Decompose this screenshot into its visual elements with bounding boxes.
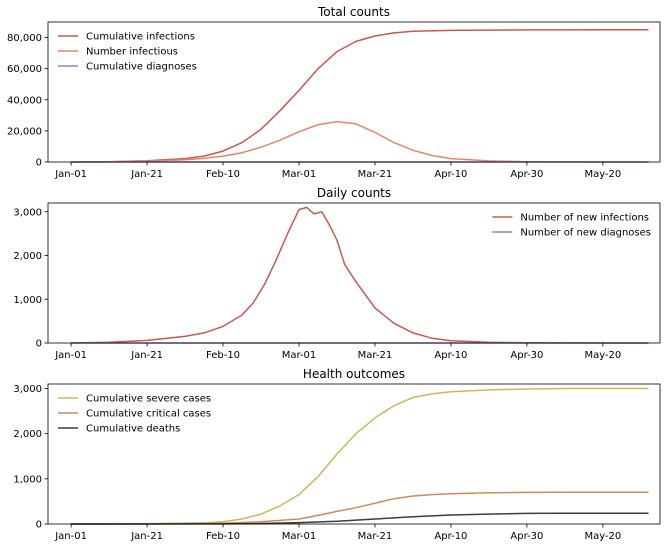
chart-title: Health outcomes (303, 367, 405, 381)
y-tick-label: 1,000 (13, 295, 42, 306)
x-tick-label: Feb-10 (206, 531, 240, 542)
y-tick-label: 1,000 (13, 474, 42, 485)
x-tick-label: Apr-30 (510, 169, 543, 180)
x-tick-label: Jan-21 (130, 169, 163, 180)
y-tick-label: 80,000 (7, 33, 42, 44)
legend-label: Cumulative infections (86, 32, 195, 43)
legend: Cumulative severe cases Cumulative critic… (58, 394, 211, 435)
plot-frame (47, 202, 661, 344)
series-line-cumulative-critical-cases (71, 491, 649, 525)
y-tick-label: 40,000 (7, 95, 42, 106)
x-tick-label: Mar-21 (358, 531, 393, 542)
x-tick-label: Apr-30 (510, 531, 543, 542)
x-tick-label: Feb-10 (206, 169, 240, 180)
y-tick-label: 0 (36, 158, 42, 169)
y-tick-label: 60,000 (7, 64, 42, 75)
y-tick-label: 0 (36, 339, 42, 350)
x-tick-label: May-20 (584, 350, 621, 361)
legend: Number of new infections Number of new di… (492, 213, 651, 239)
y-tick-label: 2,000 (13, 429, 42, 440)
x-tick-label: Feb-10 (206, 350, 240, 361)
x-tick-label: Apr-10 (434, 350, 467, 361)
chart-panel-3: Health outcomes Jan-01 Jan-21 Feb-10 Mar-01 M… (13, 367, 661, 542)
y-tick-label: 3,000 (13, 207, 42, 218)
x-tick-label: Jan-01 (54, 531, 87, 542)
legend-label: Cumulative deaths (86, 424, 180, 435)
legend-label: Number of new infections (520, 213, 649, 224)
chart-panel-1: Total counts Jan-01 Jan-21 Feb-10 Mar-01 Mar-… (7, 5, 661, 180)
series-line-cumulative-deaths (71, 512, 649, 525)
x-tick-label: Mar-21 (358, 350, 393, 361)
legend-label: Number of new diagnoses (520, 228, 651, 239)
series-line-cumulative-severe-cases (71, 387, 649, 525)
y-tick-label: 0 (36, 520, 42, 531)
x-tick-label: Apr-30 (510, 350, 543, 361)
legend: Cumulative infections Number infectious Cu… (58, 32, 197, 73)
legend-label: Cumulative critical cases (86, 409, 211, 420)
chart-panel-2: Daily counts Jan-01 Jan-21 Feb-10 Mar-01 Mar-… (13, 186, 661, 361)
y-tick-label: 3,000 (13, 384, 42, 395)
x-tick-label: Jan-21 (130, 350, 163, 361)
x-tick-label: May-20 (584, 531, 621, 542)
y-tick-label: 2,000 (13, 251, 42, 262)
series-line-number-infectious (71, 120, 649, 163)
x-tick-label: Mar-01 (282, 350, 317, 361)
chart-title: Total counts (317, 5, 390, 19)
plot-frame (47, 21, 661, 163)
x-tick-label: Jan-21 (130, 531, 163, 542)
plot-frame (47, 383, 661, 525)
series-line-cumulative-infections (71, 29, 649, 163)
x-tick-label: Mar-01 (282, 169, 317, 180)
legend-label: Cumulative diagnoses (86, 62, 197, 73)
x-tick-label: Apr-10 (434, 531, 467, 542)
legend-label: Cumulative severe cases (86, 394, 211, 405)
series-line-number-of-new-infections (71, 206, 649, 344)
x-tick-label: Mar-21 (358, 169, 393, 180)
x-tick-label: Apr-10 (434, 169, 467, 180)
x-tick-label: Jan-01 (54, 169, 87, 180)
x-tick-label: May-20 (584, 169, 621, 180)
x-tick-label: Mar-01 (282, 531, 317, 542)
x-tick-label: Jan-01 (54, 350, 87, 361)
chart-title: Daily counts (317, 186, 391, 200)
legend-label: Number infectious (86, 47, 178, 58)
y-tick-label: 20,000 (7, 126, 42, 137)
